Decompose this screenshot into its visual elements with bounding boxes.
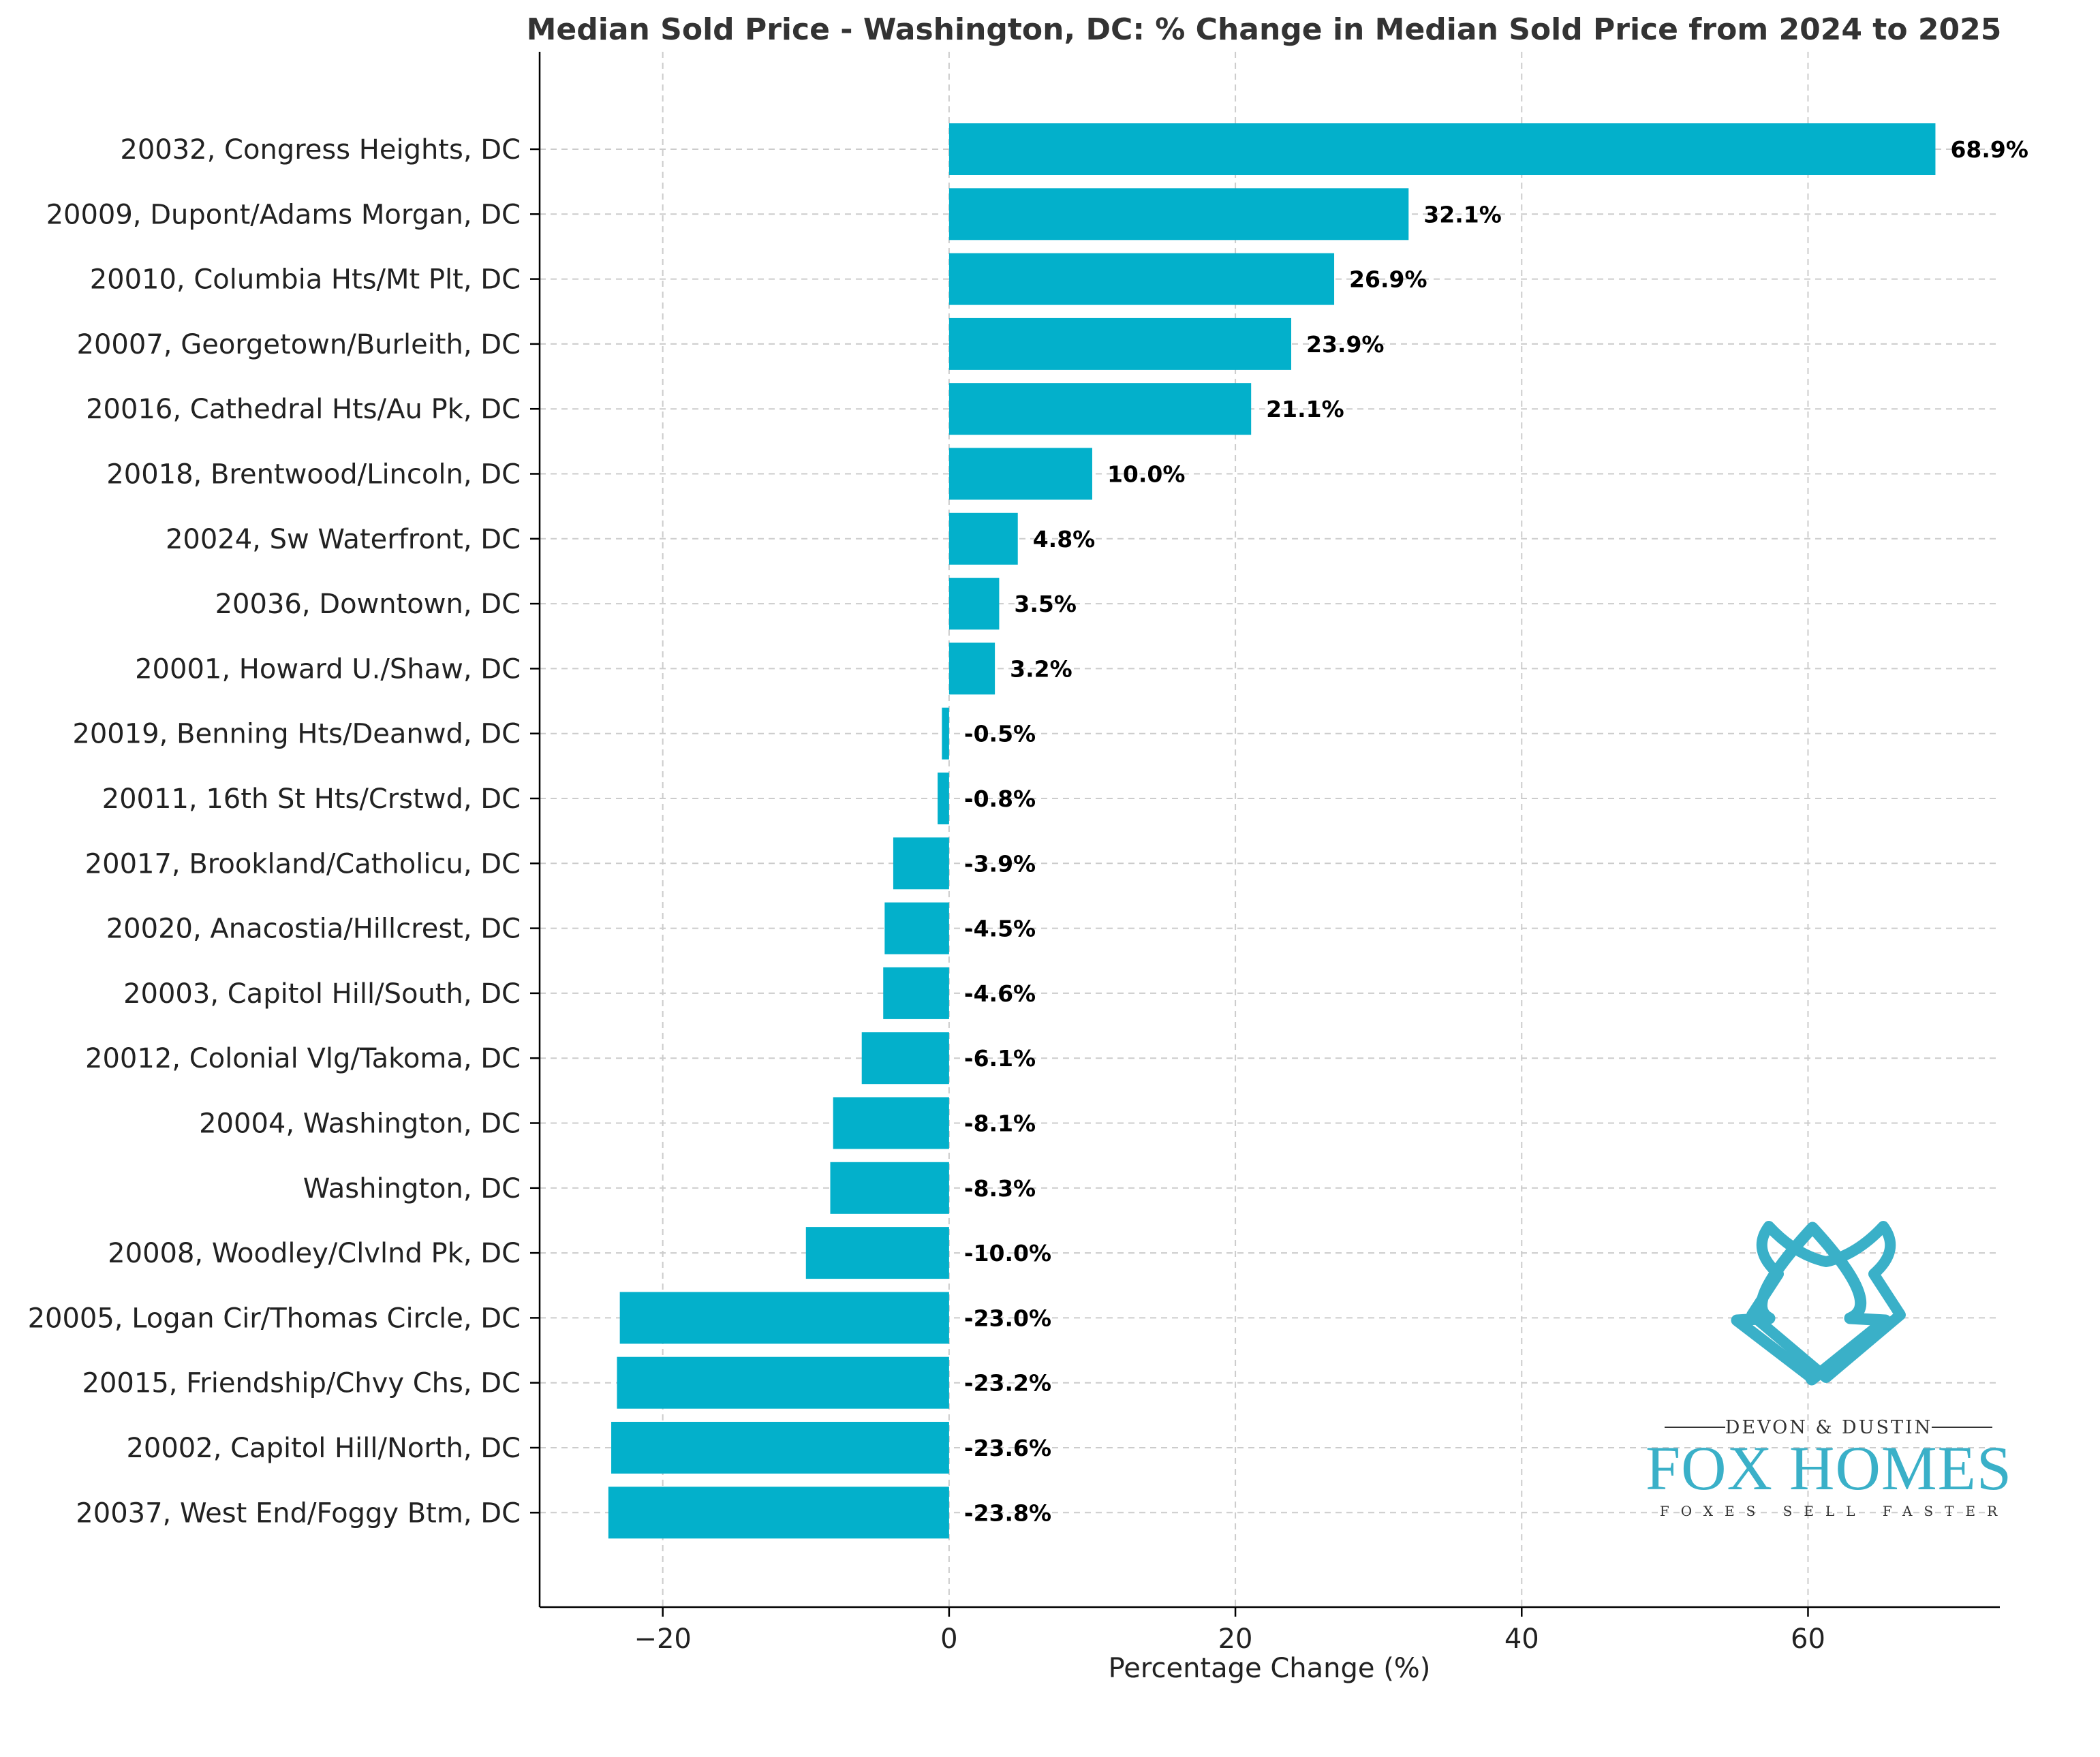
category-label: 20011, 16th St Hts/Crstwd, DC — [102, 783, 521, 815]
logo-tagline: FOXES SELL FASTER — [1660, 1503, 2009, 1519]
category-label: 20010, Columbia Hts/Mt Plt, DC — [90, 264, 521, 296]
bar — [619, 1292, 949, 1344]
bar — [948, 383, 1252, 435]
bar — [948, 188, 1409, 240]
bar — [938, 773, 949, 824]
x-tick-label: 0 — [940, 1623, 957, 1655]
category-label: 20001, Howard U./Shaw, DC — [135, 653, 521, 685]
bars — [608, 123, 1936, 1539]
category-label: 20032, Congress Heights, DC — [120, 134, 521, 166]
bar — [805, 1227, 949, 1279]
category-label: 20008, Woodley/Clvlnd Pk, DC — [108, 1238, 521, 1269]
chart-title: Median Sold Price - Washington, DC: % Ch… — [527, 12, 2002, 47]
category-label: 20024, Sw Waterfront, DC — [166, 524, 521, 555]
category-label: 20015, Friendship/Chvy Chs, DC — [82, 1368, 521, 1399]
category-label: 20018, Brentwood/Lincoln, DC — [106, 459, 521, 491]
x-tick-label: 60 — [1791, 1623, 1825, 1655]
x-tick-label: 40 — [1504, 1623, 1539, 1655]
value-label: -4.6% — [964, 980, 1036, 1007]
value-label: -8.1% — [964, 1110, 1036, 1137]
x-axis-label: Percentage Change (%) — [1109, 1653, 1431, 1684]
value-label: -3.9% — [964, 850, 1036, 877]
value-label: 23.9% — [1306, 331, 1385, 358]
value-label: 3.5% — [1014, 591, 1077, 617]
value-label: 10.0% — [1107, 461, 1186, 488]
value-label: -0.5% — [964, 721, 1036, 747]
x-ticks: −20 0 20 40 60 — [634, 1607, 1825, 1655]
value-labels: 68.9% 32.1% 26.9% 23.9% 21.1% 10.0% 4.8% 3.5% 3.… — [964, 136, 2028, 1526]
category-label: 20005, Logan Cir/Thomas Circle, DC — [28, 1303, 521, 1334]
fox-outline-icon — [1746, 1221, 1906, 1383]
logo-top-line: DEVON & DUSTIN — [1725, 1417, 1933, 1438]
bar — [948, 317, 1292, 370]
x-tick-label: 20 — [1218, 1623, 1253, 1655]
category-label: 20020, Anacostia/Hillcrest, DC — [106, 914, 521, 945]
bar — [948, 448, 1092, 500]
category-label: 20019, Benning Hts/Deanwd, DC — [72, 719, 521, 750]
category-label: Washington, DC — [303, 1173, 521, 1204]
value-label: -6.1% — [964, 1045, 1036, 1072]
value-label: 32.1% — [1423, 201, 1502, 228]
bar — [883, 967, 949, 1019]
category-label: 20037, West End/Foggy Btm, DC — [76, 1497, 521, 1529]
bar — [948, 578, 1000, 630]
value-label: -23.2% — [964, 1370, 1051, 1397]
value-label: 3.2% — [1010, 655, 1072, 682]
value-label: -8.3% — [964, 1175, 1036, 1202]
category-label: 20002, Capitol Hill/North, DC — [126, 1433, 521, 1464]
bar — [948, 123, 1936, 175]
fox-homes-logo: DEVON & DUSTIN FOX HOMES FOXES SELL FAST… — [1646, 1221, 2012, 1519]
value-label: 26.9% — [1349, 266, 1427, 293]
bar — [948, 642, 995, 695]
bar — [884, 902, 949, 954]
category-label: 20009, Dupont/Adams Morgan, DC — [46, 199, 521, 230]
value-label: 68.9% — [1950, 136, 2028, 163]
bar — [893, 837, 949, 890]
category-label: 20012, Colonial Vlg/Takoma, DC — [85, 1043, 521, 1074]
bar — [611, 1422, 949, 1474]
bar — [861, 1032, 949, 1085]
value-label: -10.0% — [964, 1240, 1051, 1266]
category-labels: 20032, Congress Heights, DC 20009, Dupont… — [28, 134, 540, 1529]
value-label: -4.5% — [964, 916, 1036, 942]
logo-main-text: FOX HOMES — [1646, 1433, 2012, 1503]
value-label: 21.1% — [1266, 396, 1344, 422]
value-label: 4.8% — [1033, 526, 1096, 553]
category-label: 20016, Cathedral Hts/Au Pk, DC — [86, 394, 521, 425]
bar — [948, 512, 1018, 565]
value-label: -23.0% — [964, 1305, 1051, 1331]
x-tick-label: −20 — [634, 1623, 691, 1655]
value-label: -23.6% — [964, 1435, 1051, 1461]
value-label: -23.8% — [964, 1499, 1051, 1526]
category-label: 20036, Downtown, DC — [215, 589, 521, 620]
category-label: 20007, Georgetown/Burleith, DC — [77, 329, 521, 360]
bar — [830, 1162, 949, 1214]
category-label: 20004, Washington, DC — [199, 1108, 521, 1140]
bar — [833, 1097, 949, 1149]
bar — [948, 253, 1335, 305]
category-label: 20017, Brookland/Catholicu, DC — [85, 848, 521, 880]
axes — [538, 52, 2000, 1608]
bar — [942, 707, 949, 760]
bar — [617, 1356, 949, 1409]
category-label: 20003, Capitol Hill/South, DC — [123, 978, 521, 1010]
bar — [608, 1487, 949, 1539]
value-label: -0.8% — [964, 786, 1036, 812]
